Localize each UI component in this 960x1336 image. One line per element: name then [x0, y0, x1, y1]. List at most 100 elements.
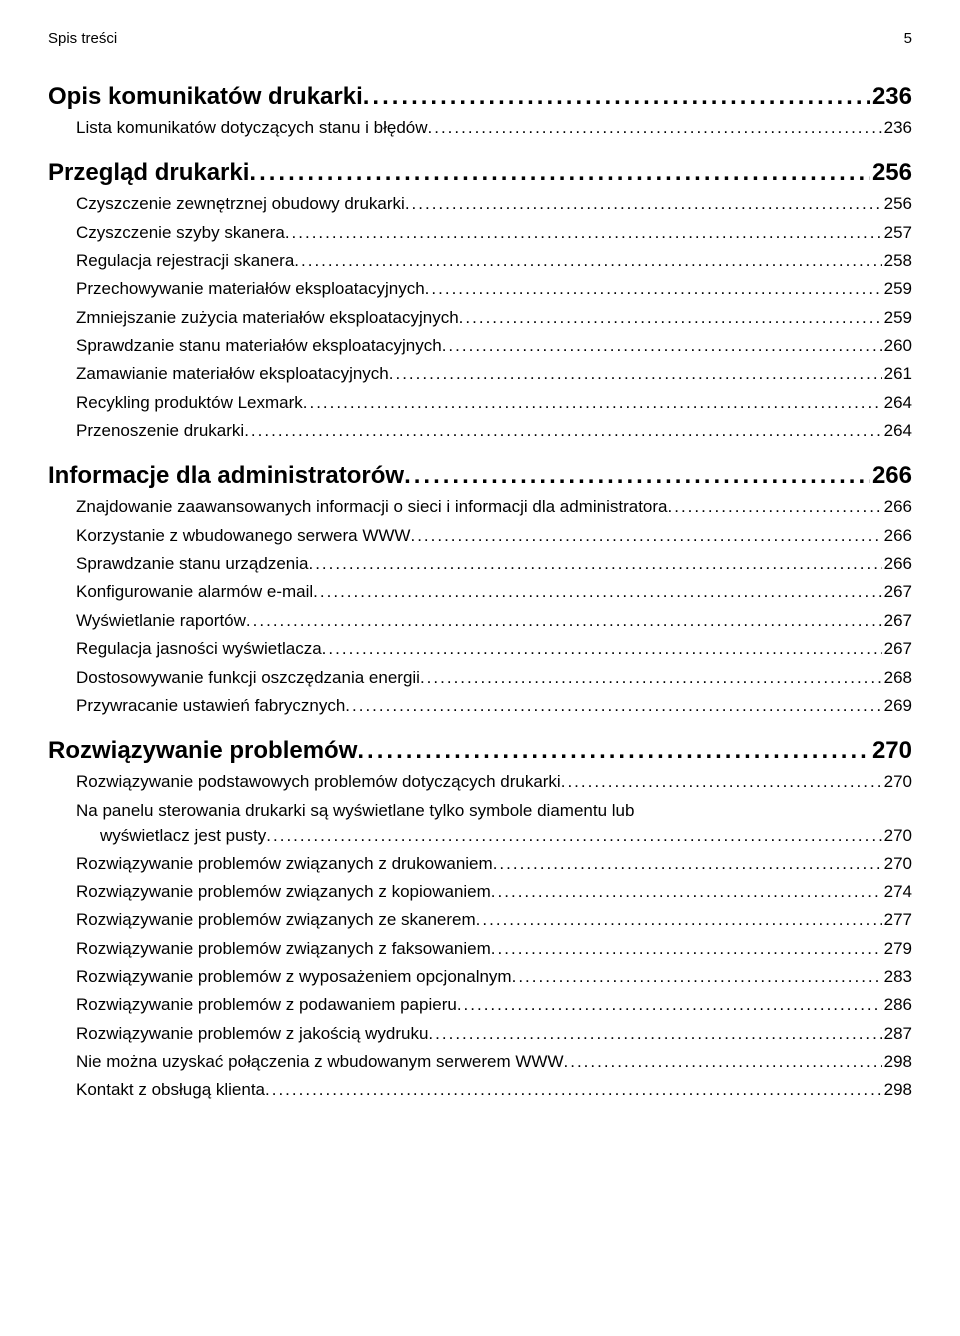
toc-entry-title: Recykling produktów Lexmark	[76, 390, 303, 416]
toc-dot-leader	[313, 579, 881, 605]
toc-entry: Rozwiązywanie problemów związanych ze sk…	[48, 907, 912, 933]
toc-entry-page: 260	[882, 333, 912, 359]
toc-entry-page: 298	[882, 1077, 912, 1103]
toc-dot-leader	[512, 964, 882, 990]
toc-entry-title: Konfigurowanie alarmów e-mail	[76, 579, 313, 605]
toc-entry: Rozwiązywanie podstawowych problemów dot…	[48, 769, 912, 795]
toc-entry: Rozwiązywanie problemów z podawaniem pap…	[48, 992, 912, 1018]
toc-entry-title: Informacje dla administratorów	[48, 462, 404, 490]
toc-dot-leader	[428, 115, 882, 141]
toc-dot-leader	[357, 737, 870, 765]
toc-entry-page: 257	[882, 220, 912, 246]
toc-entry-title: Opis komunikatów drukarki	[48, 83, 363, 111]
toc-dot-leader	[265, 1077, 882, 1103]
toc-entry: Czyszczenie szyby skanera 257	[48, 220, 912, 246]
toc-entry-page: 268	[882, 665, 912, 691]
toc-entry-title: Rozwiązywanie problemów z wyposażeniem o…	[76, 964, 512, 990]
toc-entry: Zmniejszanie zużycia materiałów eksploat…	[48, 305, 912, 331]
toc-entry: Kontakt z obsługą klienta 298	[48, 1077, 912, 1103]
toc-entry-title: Nie można uzyskać połączenia z wbudowany…	[76, 1049, 564, 1075]
toc-entry: Rozwiązywanie problemów związanych z dru…	[48, 851, 912, 877]
toc-dot-leader	[294, 248, 881, 274]
toc-dot-leader	[244, 418, 881, 444]
toc-dot-leader	[405, 191, 882, 217]
header-page-number: 5	[904, 30, 912, 47]
toc-entry: Przenoszenie drukarki264	[48, 418, 912, 444]
toc-dot-leader	[564, 1049, 882, 1075]
toc-entry: Na panelu sterowania drukarki są wyświet…	[48, 798, 912, 849]
toc-entry: Dostosowywanie funkcji oszczędzania ener…	[48, 665, 912, 691]
toc-entry-title: Przegląd drukarki	[48, 159, 249, 187]
toc-entry-title: Czyszczenie szyby skanera	[76, 220, 285, 246]
toc-entry-page: 270	[882, 769, 912, 795]
toc-entry-page: 266	[882, 523, 912, 549]
page-header: Spis treści 5	[48, 30, 912, 47]
toc-entry-page: 236	[882, 115, 912, 141]
toc-entry: Czyszczenie zewnętrznej obudowy drukarki…	[48, 191, 912, 217]
toc-section-heading: Rozwiązywanie problemów270	[48, 737, 912, 765]
toc-entry-page: 287	[882, 1021, 912, 1047]
toc-dot-leader	[561, 769, 882, 795]
toc-dot-leader	[404, 462, 870, 490]
toc-entry-title: Regulacja jasności wyświetlacza	[76, 636, 322, 662]
toc-entry-title: Na panelu sterowania drukarki są wyświet…	[76, 798, 912, 824]
toc-entry-page: 274	[882, 879, 912, 905]
table-of-contents: Opis komunikatów drukarki236Lista komuni…	[48, 83, 912, 1104]
toc-dot-leader	[249, 159, 870, 187]
toc-entry-title: Rozwiązywanie problemów związanych z dru…	[76, 851, 493, 877]
toc-dot-leader	[285, 220, 882, 246]
toc-entry-title: Wyświetlanie raportów	[76, 608, 246, 634]
toc-entry-page: 267	[882, 608, 912, 634]
toc-dot-leader	[493, 851, 882, 877]
toc-dot-leader	[303, 390, 882, 416]
header-title: Spis treści	[48, 30, 117, 47]
toc-entry-continuation: wyświetlacz jest pusty270	[76, 823, 912, 849]
toc-dot-leader	[345, 693, 881, 719]
toc-entry: Przywracanie ustawień fabrycznych269	[48, 693, 912, 719]
toc-entry-page: 264	[882, 390, 912, 416]
toc-entry-title: Lista komunikatów dotyczących stanu i bł…	[76, 115, 428, 141]
toc-entry-title: Sprawdzanie stanu urządzenia	[76, 551, 308, 577]
toc-dot-leader	[389, 361, 882, 387]
toc-entry-page: 267	[882, 636, 912, 662]
toc-entry-title: Rozwiązywanie problemów z jakością wydru…	[76, 1021, 428, 1047]
toc-dot-leader	[322, 636, 882, 662]
toc-entry-title: Kontakt z obsługą klienta	[76, 1077, 265, 1103]
toc-dot-leader	[457, 992, 882, 1018]
toc-entry-title: Znajdowanie zaawansowanych informacji o …	[76, 494, 668, 520]
toc-entry-page: 298	[882, 1049, 912, 1075]
toc-entry-title: Przechowywanie materiałów eksploatacyjny…	[76, 276, 425, 302]
toc-entry-title: Sprawdzanie stanu materiałów eksploatacy…	[76, 333, 442, 359]
toc-dot-leader	[428, 1021, 881, 1047]
toc-entry: Rozwiązywanie problemów związanych z fak…	[48, 936, 912, 962]
toc-entry-page: 259	[882, 276, 912, 302]
toc-dot-leader	[308, 551, 881, 577]
toc-entry-title: Czyszczenie zewnętrznej obudowy drukarki	[76, 191, 405, 217]
toc-entry: Nie można uzyskać połączenia z wbudowany…	[48, 1049, 912, 1075]
toc-entry-page: 256	[870, 159, 912, 187]
toc-entry-title: Rozwiązywanie problemów związanych ze sk…	[76, 907, 476, 933]
toc-entry: Regulacja rejestracji skanera258	[48, 248, 912, 274]
toc-dot-leader	[491, 936, 882, 962]
toc-entry-title: Rozwiązywanie problemów z podawaniem pap…	[76, 992, 457, 1018]
toc-entry-page: 266	[882, 494, 912, 520]
toc-dot-leader	[410, 523, 881, 549]
toc-dot-leader	[668, 494, 882, 520]
toc-entry-title: Rozwiązywanie problemów	[48, 737, 357, 765]
toc-entry-page: 261	[882, 361, 912, 387]
toc-entry-title: Korzystanie z wbudowanego serwera WWW	[76, 523, 410, 549]
toc-entry-title: Przywracanie ustawień fabrycznych	[76, 693, 345, 719]
toc-dot-leader	[363, 83, 870, 111]
toc-entry: Sprawdzanie stanu materiałów eksploatacy…	[48, 333, 912, 359]
toc-dot-leader	[420, 665, 882, 691]
toc-entry: Sprawdzanie stanu urządzenia266	[48, 551, 912, 577]
toc-entry-title: Dostosowywanie funkcji oszczędzania ener…	[76, 665, 420, 691]
toc-section-heading: Opis komunikatów drukarki236	[48, 83, 912, 111]
toc-dot-leader	[266, 823, 881, 849]
toc-entry: Rozwiązywanie problemów z wyposażeniem o…	[48, 964, 912, 990]
toc-dot-leader	[459, 305, 882, 331]
toc-dot-leader	[442, 333, 882, 359]
toc-entry-page: 264	[882, 418, 912, 444]
toc-entry-title: Rozwiązywanie problemów związanych z fak…	[76, 936, 491, 962]
toc-entry: Rozwiązywanie problemów związanych z kop…	[48, 879, 912, 905]
